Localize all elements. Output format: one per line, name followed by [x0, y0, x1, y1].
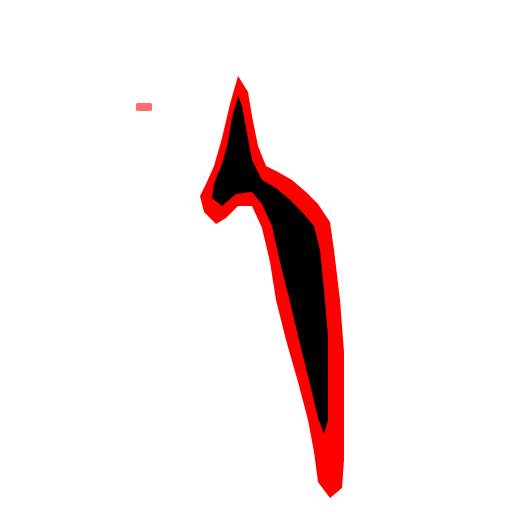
glyph-body [212, 96, 328, 434]
stray-speck [136, 103, 152, 111]
